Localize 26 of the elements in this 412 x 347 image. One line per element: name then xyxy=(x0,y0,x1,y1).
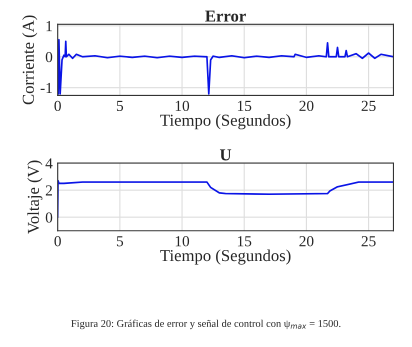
chart-title: U xyxy=(220,149,232,160)
x-tick-label: 15 xyxy=(238,100,252,112)
x-tick-label: 5 xyxy=(116,100,124,112)
text: Figura 20: Gráficas de error y señal de control con ψ$_{max}$ = 1500. xyxy=(71,320,340,330)
x-axis-title: Tiempo (Segundos) xyxy=(160,114,291,130)
x-tick-label: 25 xyxy=(362,236,376,246)
x-tick-label: 20 xyxy=(299,100,314,112)
x-tick-label: 25 xyxy=(362,100,376,112)
y-tick-label: 0 xyxy=(46,52,52,62)
y-axis-title: Voltaje (V) xyxy=(27,160,42,234)
x-tick-label: 10 xyxy=(176,236,190,246)
y-tick-label: 4 xyxy=(45,158,53,168)
y-axis-title: Corriente (A) xyxy=(22,15,38,104)
x-tick-label: 20 xyxy=(299,236,314,246)
y-tick-label: 2 xyxy=(46,185,52,196)
line-series xyxy=(58,180,394,218)
x-tick-label: 10 xyxy=(176,100,190,112)
x-tick-label: 0 xyxy=(54,100,61,112)
x-tick-label: 5 xyxy=(116,236,124,246)
x-axis-title: Tiempo (Segundos) xyxy=(160,249,291,265)
y-tick-label: 1 xyxy=(46,21,52,32)
y-tick-label: 0 xyxy=(46,212,52,223)
x-tick-label: 15 xyxy=(238,236,252,246)
x-tick-label: 0 xyxy=(54,236,61,246)
y-tick-label: -1 xyxy=(40,82,52,93)
chart-title: Error xyxy=(205,10,246,22)
